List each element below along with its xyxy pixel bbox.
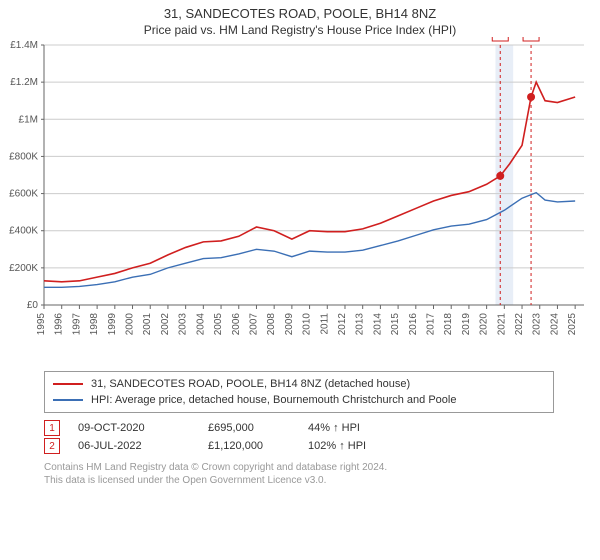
x-tick-label: 2017 bbox=[426, 313, 437, 336]
x-tick-label: 2000 bbox=[125, 313, 136, 336]
marker-row-date: 09-OCT-2020 bbox=[78, 422, 208, 434]
legend-label: 31, SANDECOTES ROAD, POOLE, BH14 8NZ (de… bbox=[91, 378, 410, 390]
y-tick-label: £400K bbox=[9, 226, 38, 237]
marker-row-badge: 2 bbox=[44, 438, 60, 454]
x-tick-label: 2025 bbox=[567, 313, 578, 336]
y-tick-label: £1.2M bbox=[10, 77, 38, 88]
footnote-line2: This data is licensed under the Open Gov… bbox=[44, 474, 554, 487]
x-tick-label: 1996 bbox=[54, 313, 65, 336]
marker-badge-text-1: 1 bbox=[497, 37, 503, 40]
x-tick-label: 1998 bbox=[89, 313, 100, 336]
x-tick-label: 2004 bbox=[195, 313, 206, 336]
legend-swatch bbox=[53, 399, 83, 401]
marker-row-price: £695,000 bbox=[208, 422, 308, 434]
marker-row-pct: 44% ↑ HPI bbox=[308, 422, 408, 434]
y-tick-label: £600K bbox=[9, 189, 38, 200]
page-title: 31, SANDECOTES ROAD, POOLE, BH14 8NZ bbox=[0, 6, 600, 21]
x-tick-label: 2019 bbox=[461, 313, 472, 336]
marker-row: 1 09-OCT-2020£695,00044% ↑ HPI bbox=[44, 419, 554, 437]
x-tick-label: 2022 bbox=[514, 313, 525, 336]
price-chart: £0 £200K £400K £600K £800K £1M £1.2M £1.4M 1995 1… bbox=[0, 37, 600, 367]
marker-dot-2 bbox=[527, 93, 535, 101]
marker-table: 1 09-OCT-2020£695,00044% ↑ HPI 2 06-JUL-202… bbox=[44, 419, 554, 455]
x-tick-label: 2016 bbox=[408, 313, 419, 336]
x-tick-label: 2021 bbox=[496, 313, 507, 336]
y-tick-label: £800K bbox=[9, 151, 38, 162]
x-tick-label: 2014 bbox=[372, 313, 383, 336]
marker-row-pct: 102% ↑ HPI bbox=[308, 440, 408, 452]
x-tick-label: 2001 bbox=[142, 313, 153, 336]
x-tick-label: 2005 bbox=[213, 313, 224, 336]
x-tick-label: 2009 bbox=[284, 313, 295, 336]
footnote: Contains HM Land Registry data © Crown c… bbox=[44, 461, 554, 487]
footnote-line1: Contains HM Land Registry data © Crown c… bbox=[44, 461, 554, 474]
x-tick-label: 2012 bbox=[337, 313, 348, 336]
marker-row-badge: 1 bbox=[44, 420, 60, 436]
chart-legend: 31, SANDECOTES ROAD, POOLE, BH14 8NZ (de… bbox=[44, 371, 554, 413]
legend-row: 31, SANDECOTES ROAD, POOLE, BH14 8NZ (de… bbox=[53, 376, 545, 392]
x-tick-label: 2003 bbox=[178, 313, 189, 336]
marker-row-date: 06-JUL-2022 bbox=[78, 440, 208, 452]
x-tick-label: 2023 bbox=[532, 313, 543, 336]
x-tick-label: 2007 bbox=[248, 313, 259, 336]
marker-row-price: £1,120,000 bbox=[208, 440, 308, 452]
y-tick-label: £0 bbox=[27, 300, 39, 311]
marker-row: 2 06-JUL-2022£1,120,000102% ↑ HPI bbox=[44, 437, 554, 455]
page-subtitle: Price paid vs. HM Land Registry's House … bbox=[0, 23, 600, 37]
x-tick-label: 1999 bbox=[107, 313, 118, 336]
x-tick-label: 2018 bbox=[443, 313, 454, 336]
x-tick-label: 2008 bbox=[266, 313, 277, 336]
x-tick-label: 2015 bbox=[390, 313, 401, 336]
x-tick-label: 2006 bbox=[231, 313, 242, 336]
legend-row: HPI: Average price, detached house, Bour… bbox=[53, 392, 545, 408]
x-tick-label: 2020 bbox=[479, 313, 490, 336]
marker-badge-text-2: 2 bbox=[528, 37, 534, 40]
x-tick-label: 2011 bbox=[319, 313, 330, 335]
x-tick-label: 2013 bbox=[355, 313, 366, 336]
y-tick-label: £1.4M bbox=[10, 40, 38, 51]
legend-label: HPI: Average price, detached house, Bour… bbox=[91, 394, 456, 406]
y-tick-label: £200K bbox=[9, 263, 38, 274]
marker-dot-1 bbox=[496, 172, 504, 180]
y-tick-label: £1M bbox=[19, 114, 38, 125]
x-tick-label: 2024 bbox=[549, 313, 560, 336]
x-tick-label: 1995 bbox=[36, 313, 47, 336]
x-tick-label: 2002 bbox=[160, 313, 171, 336]
x-tick-label: 1997 bbox=[71, 313, 82, 336]
legend-swatch bbox=[53, 383, 83, 385]
x-tick-label: 2010 bbox=[302, 313, 313, 336]
